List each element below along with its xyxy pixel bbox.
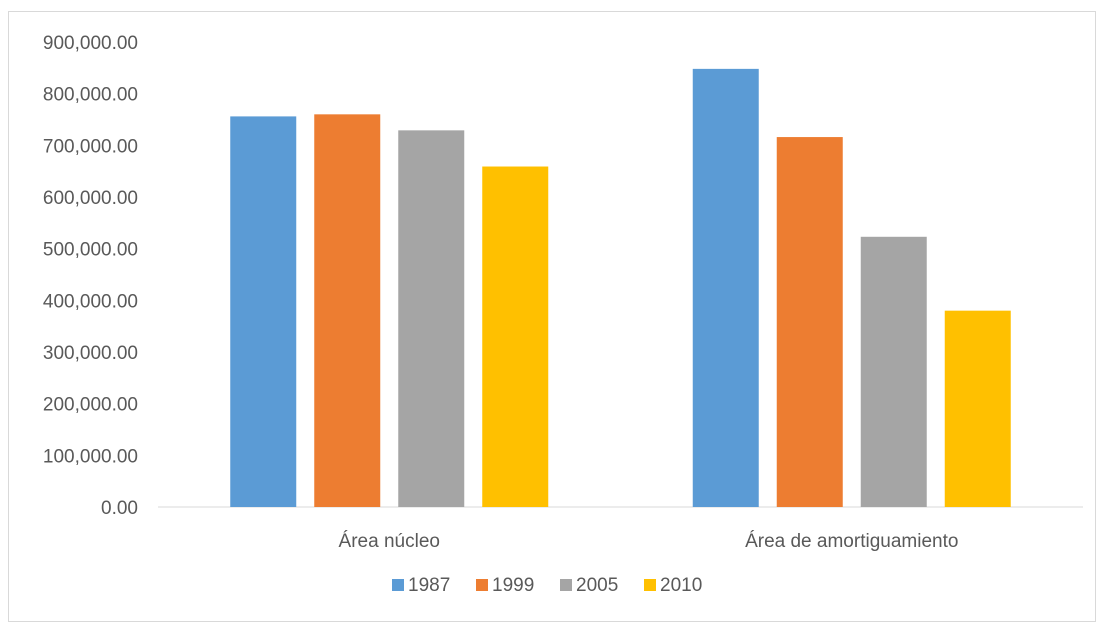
bar-2005-1: [398, 130, 464, 507]
bar-2005-2: [861, 237, 927, 507]
legend-swatch-1987: [392, 579, 404, 591]
legend-swatch-2005: [560, 579, 572, 591]
x-category-label: Área de amortiguamiento: [745, 531, 958, 552]
y-tick-label: 300,000.00: [43, 343, 138, 364]
bar-1987-1: [230, 116, 296, 507]
legend-label-2010: 2010: [660, 575, 702, 596]
bar-1999-1: [314, 114, 380, 507]
bar-2010-2: [945, 311, 1011, 507]
bar-1999-2: [777, 137, 843, 507]
legend-label-1987: 1987: [408, 575, 450, 596]
y-tick-label: 700,000.00: [43, 136, 138, 157]
y-tick-label: 500,000.00: [43, 240, 138, 261]
bar-1987-2: [693, 69, 759, 507]
legend-swatch-1999: [476, 579, 488, 591]
y-tick-label: 800,000.00: [43, 85, 138, 106]
y-tick-label: 900,000.00: [43, 33, 138, 54]
legend-label-2005: 2005: [576, 575, 618, 596]
legend-label-1999: 1999: [492, 575, 534, 596]
y-tick-label: 200,000.00: [43, 395, 138, 416]
legend-swatch-2010: [644, 579, 656, 591]
y-tick-label: 0.00: [101, 498, 138, 519]
x-category-label: Área núcleo: [339, 531, 440, 552]
y-tick-label: 400,000.00: [43, 291, 138, 312]
y-tick-label: 600,000.00: [43, 188, 138, 209]
y-tick-label: 100,000.00: [43, 446, 138, 467]
bar-2010-1: [482, 167, 548, 507]
